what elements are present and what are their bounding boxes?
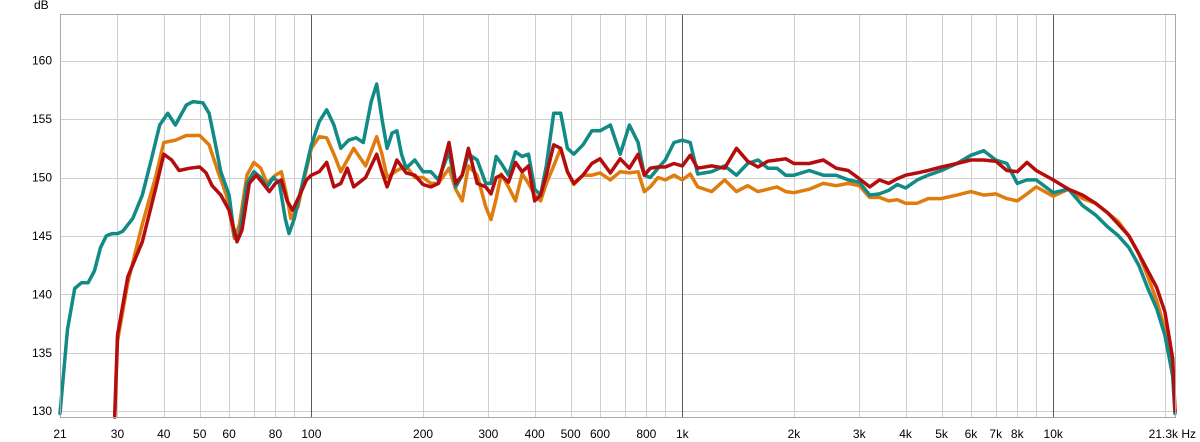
x-tick-label: 2k — [788, 427, 802, 441]
x-tick-label: 200 — [413, 427, 433, 441]
x-tick-label: 30 — [111, 427, 125, 441]
y-tick-label: 140 — [32, 287, 52, 301]
x-tick-label: 10k — [1044, 427, 1064, 441]
x-tick-label: 40 — [157, 427, 171, 441]
x-tick-label: 300 — [478, 427, 498, 441]
series-line-2 — [58, 82, 1177, 416]
x-tick-label: 7k — [989, 427, 1003, 441]
x-tick-label: 8k — [1011, 427, 1025, 441]
x-tick-label: 6k — [965, 427, 979, 441]
x-tick-label: 600 — [590, 427, 610, 441]
x-tick-label: 1k — [676, 427, 690, 441]
y-axis-label: dB — [34, 0, 49, 12]
series-line-3 — [112, 140, 1177, 419]
x-tick-label: 400 — [525, 427, 545, 441]
x-tick-label: 800 — [636, 427, 656, 441]
y-tick-labels: 130 135 140 145 150 155 160 — [32, 54, 52, 418]
x-tick-labels: 21 30 40 50 60 80 100 200 300 400 500 600 800 1k 2k 3k 4… — [53, 427, 1196, 441]
series-layer — [58, 82, 1177, 419]
y-tick-label: 150 — [32, 171, 52, 185]
x-tick-label: 21 — [53, 427, 67, 441]
x-tick-label: 100 — [301, 427, 321, 441]
y-tick-label: 145 — [32, 229, 52, 243]
x-tick-label: 80 — [269, 427, 283, 441]
x-tick-label: 500 — [561, 427, 581, 441]
y-tick-label: 155 — [32, 112, 52, 126]
x-tick-label: 3k — [853, 427, 867, 441]
plot-frame — [60, 14, 1176, 418]
x-tick-label: 21.3k Hz — [1149, 427, 1196, 441]
x-tick-label: 4k — [899, 427, 913, 441]
y-tick-label: 160 — [32, 54, 52, 68]
x-tick-label: 5k — [935, 427, 949, 441]
y-tick-label: 135 — [32, 346, 52, 360]
y-tick-label: 130 — [32, 404, 52, 418]
x-tick-label: 50 — [193, 427, 207, 441]
x-tick-label: 60 — [222, 427, 236, 441]
